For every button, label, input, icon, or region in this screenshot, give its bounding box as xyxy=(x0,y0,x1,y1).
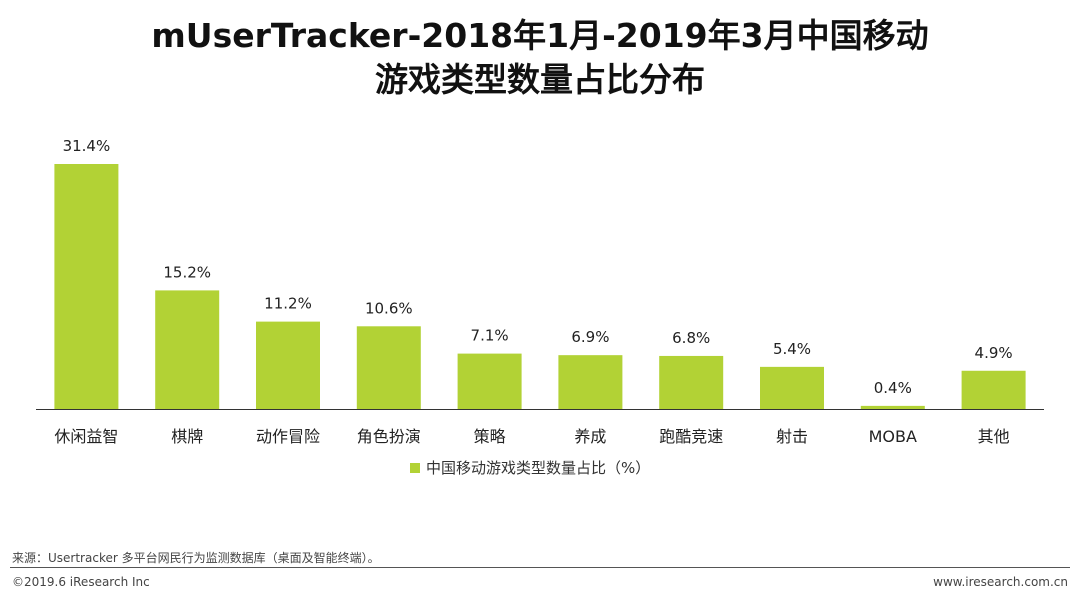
x-tick-label: 其他 xyxy=(978,427,1010,446)
data-label: 6.8% xyxy=(672,329,710,347)
bar xyxy=(659,355,724,409)
chart-title: mUserTracker-2018年1月-2019年3月中国移动 游戏类型数量占… xyxy=(0,14,1080,102)
data-label: 11.2% xyxy=(264,295,312,313)
chart-title-line1: mUserTracker-2018年1月-2019年3月中国移动 xyxy=(151,16,929,55)
chart-title-line2: 游戏类型数量占比分布 xyxy=(375,60,705,99)
legend-swatch xyxy=(410,463,420,473)
data-label: 31.4% xyxy=(63,137,111,155)
x-tick-label: 休闲益智 xyxy=(54,427,118,446)
x-tick-label: 跑酷竞速 xyxy=(659,427,723,446)
x-tick-label: 棋牌 xyxy=(171,427,203,446)
bar xyxy=(256,321,320,409)
data-label: 4.9% xyxy=(975,344,1013,362)
copyright: ©2019.6 iResearch Inc xyxy=(12,575,150,589)
bar xyxy=(54,164,119,409)
bar xyxy=(558,355,623,409)
data-label: 7.1% xyxy=(471,327,509,345)
data-label: 10.6% xyxy=(365,299,413,317)
x-tick-label: 养成 xyxy=(574,427,606,446)
bar xyxy=(961,370,1026,409)
x-tick-label: MOBA xyxy=(869,427,917,446)
legend-label: 中国移动游戏类型数量占比（%） xyxy=(426,459,650,477)
x-tick-label: 动作冒险 xyxy=(256,427,320,446)
bar xyxy=(860,405,925,409)
x-tick-label: 策略 xyxy=(474,427,506,446)
data-label: 15.2% xyxy=(163,263,211,281)
source-note: 来源：Usertracker 多平台网民行为监测数据库（桌面及智能终端）。 xyxy=(12,551,380,565)
x-tick-label: 角色扮演 xyxy=(357,427,421,446)
footer-divider xyxy=(10,567,1070,568)
bar xyxy=(457,353,522,409)
bar xyxy=(155,290,220,409)
data-label: 0.4% xyxy=(874,379,912,397)
website-link[interactable]: www.iresearch.com.cn xyxy=(933,575,1068,589)
bar xyxy=(356,326,421,409)
data-label: 5.4% xyxy=(773,340,811,358)
bar xyxy=(760,366,824,409)
data-label: 6.9% xyxy=(571,328,609,346)
x-tick-label: 射击 xyxy=(776,427,808,446)
